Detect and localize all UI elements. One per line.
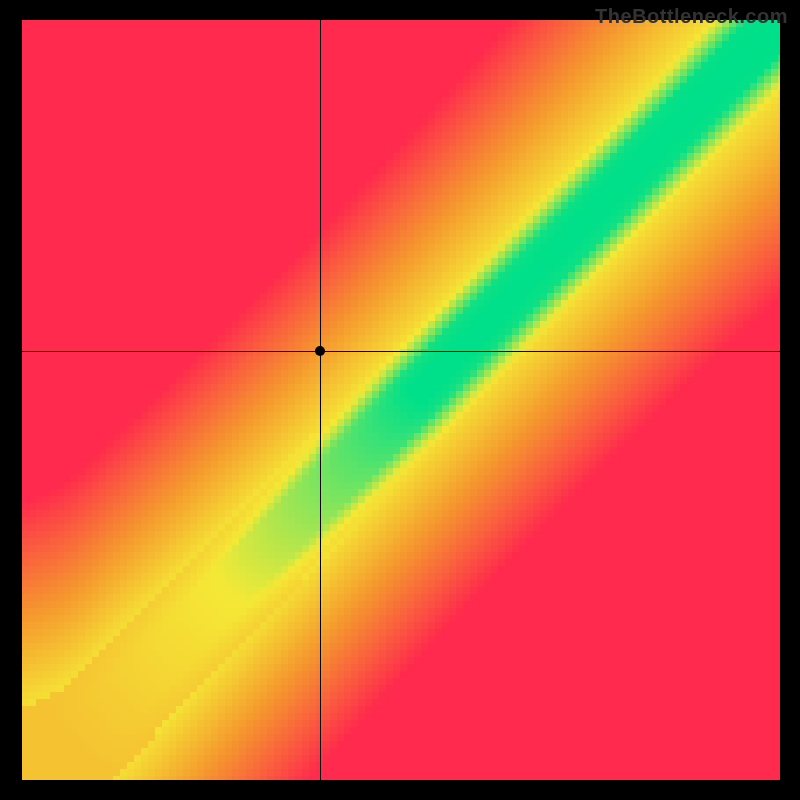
heatmap-canvas bbox=[22, 20, 780, 780]
watermark-text: TheBottleneck.com bbox=[595, 6, 788, 29]
heatmap-plot bbox=[22, 20, 780, 780]
chart-frame: TheBottleneck.com bbox=[0, 0, 800, 800]
